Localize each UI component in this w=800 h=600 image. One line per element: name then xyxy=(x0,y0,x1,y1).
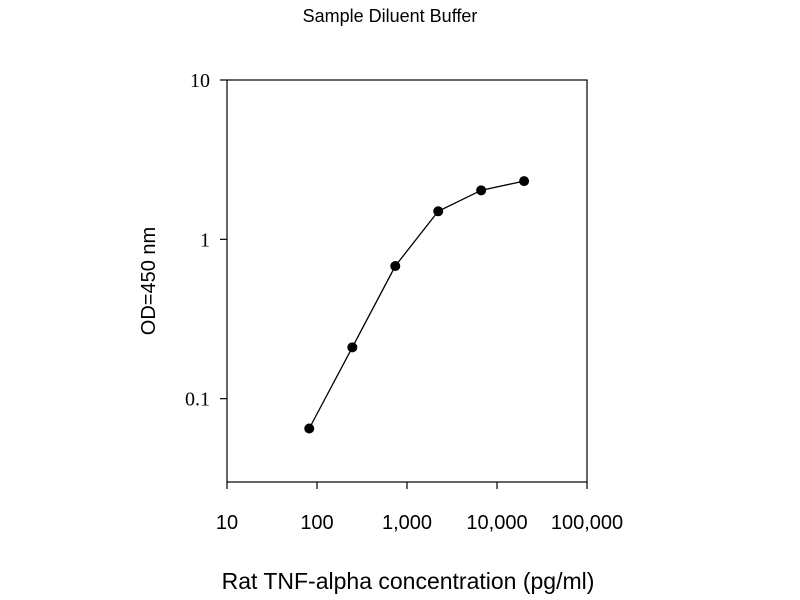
data-point xyxy=(519,176,530,187)
y-tick-label: 0.1 xyxy=(185,389,210,411)
data-point xyxy=(476,185,487,196)
x-axis-label: Rat TNF-alpha concentration (pg/ml) xyxy=(222,568,595,594)
data-point xyxy=(433,206,444,217)
x-tick-label: 100 xyxy=(300,512,333,534)
data-point xyxy=(304,423,315,434)
chart-title: Sample Diluent Buffer xyxy=(303,6,478,26)
x-tick-label: 100,000 xyxy=(551,512,623,534)
y-tick-label: 1 xyxy=(200,229,210,251)
x-tick-label: 10,000 xyxy=(466,512,527,534)
series-line xyxy=(308,180,525,429)
x-tick-label: 10 xyxy=(216,512,238,534)
y-tick-label: 10 xyxy=(190,70,210,92)
x-tick-label: 1,000 xyxy=(382,512,432,534)
plot-frame xyxy=(226,79,588,483)
data-point xyxy=(347,342,358,353)
data-point xyxy=(390,261,401,272)
y-axis-label: OD=450 nm xyxy=(138,227,160,335)
